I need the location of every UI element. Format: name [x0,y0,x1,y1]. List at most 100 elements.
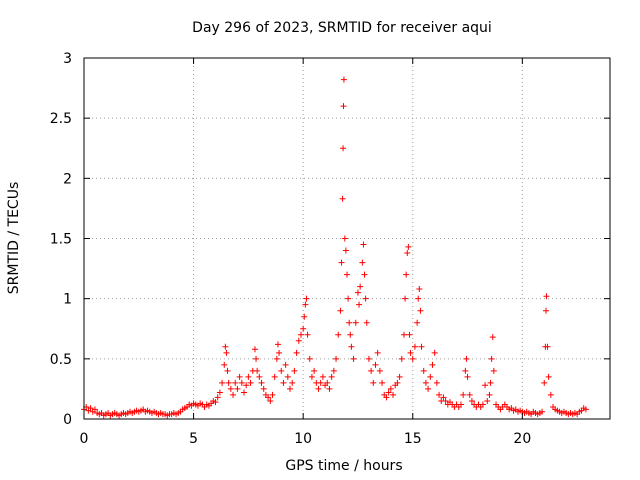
data-point [486,392,492,398]
data-point [543,308,549,314]
data-point [294,350,300,356]
data-point [225,368,231,374]
data-point [360,242,366,248]
data-point [415,296,421,302]
data-point [275,341,281,347]
data-point [343,248,349,254]
chart-title: Day 296 of 2023, SRMTID for receiver aqu… [192,20,492,36]
data-point [287,386,293,392]
data-point [399,356,405,362]
data-point [237,374,243,380]
data-point [548,392,554,398]
data-point [245,374,251,380]
y-tick-label: 1 [63,292,72,308]
data-point [259,380,265,386]
data-point [305,332,311,338]
data-point [285,374,291,380]
data-point [340,196,346,202]
data-point [401,332,407,338]
data-point [427,374,433,380]
data-point [412,344,418,350]
data-point [363,296,369,302]
data-point [370,380,376,386]
data-point [274,356,280,362]
data-point [419,344,425,350]
data-point [488,380,494,386]
data-point [340,103,346,109]
data-point [345,296,351,302]
data-point [320,374,326,380]
data-point [402,296,408,302]
data-point [397,374,403,380]
data-point [228,386,234,392]
data-point [221,362,227,368]
data-point [326,386,332,392]
data-point [340,145,346,151]
data-point [283,362,289,368]
data-point [339,260,345,266]
y-tick-label: 3 [63,51,72,67]
data-point [355,290,361,296]
data-point [222,344,228,350]
data-point [489,356,495,362]
data-point [484,398,490,404]
data-point [425,386,431,392]
data-point [289,380,295,386]
data-point [331,368,337,374]
data-point [300,326,306,332]
data-point [403,272,409,278]
data-point [348,344,354,350]
y-axis-label: SRMTID / TECUs [6,182,22,295]
data-point [272,374,278,380]
data-point [406,332,412,338]
data-point [307,356,313,362]
data-point [223,350,229,356]
y-tick-label: 2 [63,171,72,187]
x-tick-label: 20 [513,431,531,447]
data-point [232,380,238,386]
data-point [335,332,341,338]
x-tick-label: 15 [404,431,422,447]
x-tick-label: 0 [80,431,89,447]
data-point [379,380,385,386]
data-point [460,392,466,398]
data-point [375,350,381,356]
data-point [230,392,236,398]
data-point [309,374,315,380]
data-point [342,236,348,242]
data-point [234,386,240,392]
data-point [311,368,317,374]
data-point [333,356,339,362]
data-point [491,368,497,374]
data-points [81,77,589,419]
y-tick-label: 2.5 [50,111,72,127]
data-point [414,320,420,326]
y-tick-label: 0 [63,412,72,428]
data-point [417,308,423,314]
data-point [465,374,471,380]
data-point [254,368,260,374]
data-point [241,390,247,396]
data-point [467,392,473,398]
data-point [364,320,370,326]
data-point [226,380,232,386]
data-point [261,386,267,392]
data-point [303,296,309,302]
data-point [298,332,304,338]
data-point [490,334,496,340]
data-point [301,314,307,320]
data-point [359,260,365,266]
data-point [429,362,435,368]
data-point [356,302,362,308]
data-point [410,356,416,362]
data-point [423,380,429,386]
data-point [353,320,359,326]
data-point [434,380,440,386]
data-point [347,332,353,338]
data-point [432,350,438,356]
data-point [253,356,259,362]
data-point [463,356,469,362]
data-point [296,338,302,344]
data-point [362,272,368,278]
data-point [252,346,258,352]
